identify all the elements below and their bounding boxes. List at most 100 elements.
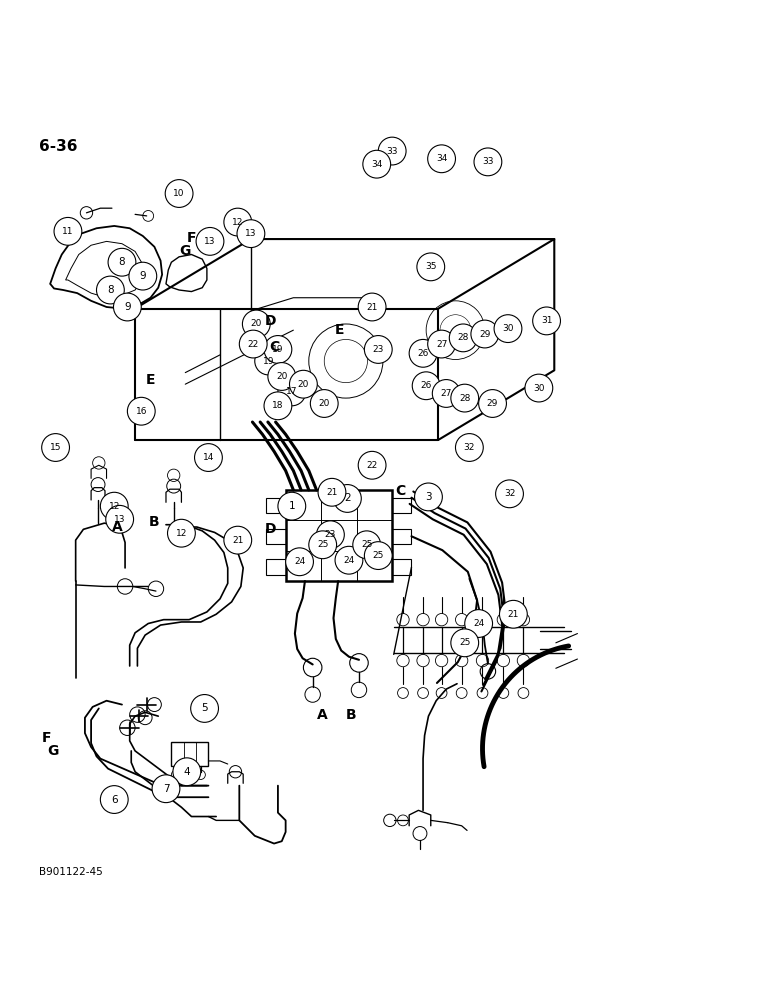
Circle shape [100, 786, 128, 813]
Circle shape [278, 378, 306, 406]
Text: 3: 3 [425, 492, 432, 502]
Circle shape [286, 548, 313, 576]
Text: 14: 14 [203, 453, 214, 462]
Circle shape [533, 307, 560, 335]
Text: 24: 24 [294, 557, 305, 566]
Circle shape [363, 150, 391, 178]
Circle shape [364, 542, 392, 569]
Circle shape [237, 220, 265, 248]
Circle shape [309, 531, 337, 559]
Text: 18: 18 [273, 401, 283, 410]
Circle shape [451, 629, 479, 657]
Text: 19: 19 [273, 345, 283, 354]
Circle shape [168, 519, 195, 547]
Text: 34: 34 [371, 160, 382, 169]
Circle shape [242, 310, 270, 338]
Circle shape [525, 374, 553, 402]
Circle shape [335, 546, 363, 574]
Circle shape [479, 390, 506, 417]
Circle shape [358, 451, 386, 479]
Text: 20: 20 [319, 399, 330, 408]
Text: 24: 24 [473, 619, 484, 628]
Text: 9: 9 [140, 271, 146, 281]
Text: 31: 31 [541, 316, 552, 325]
Text: 21: 21 [327, 488, 337, 497]
Circle shape [165, 180, 193, 207]
Text: 12: 12 [176, 529, 187, 538]
Circle shape [496, 480, 523, 508]
Text: C: C [394, 484, 405, 498]
Circle shape [239, 330, 267, 358]
Text: 2: 2 [344, 493, 350, 503]
Circle shape [264, 336, 292, 363]
Circle shape [449, 324, 477, 352]
Text: 25: 25 [361, 540, 372, 549]
Circle shape [113, 293, 141, 321]
Circle shape [42, 434, 69, 461]
Circle shape [191, 695, 218, 722]
Text: 5: 5 [201, 703, 208, 713]
Text: 19: 19 [263, 357, 274, 366]
Circle shape [318, 478, 346, 506]
Text: 25: 25 [459, 638, 470, 647]
Circle shape [428, 145, 455, 173]
Text: 28: 28 [458, 333, 469, 342]
Circle shape [412, 372, 440, 400]
Text: F: F [187, 231, 196, 245]
Text: 12: 12 [232, 218, 243, 227]
Circle shape [224, 526, 252, 554]
Text: 21: 21 [367, 303, 378, 312]
Circle shape [96, 276, 124, 304]
Text: 27: 27 [441, 389, 452, 398]
Text: 20: 20 [298, 380, 309, 389]
Text: 20: 20 [251, 319, 262, 328]
Text: 1: 1 [289, 501, 295, 511]
Circle shape [417, 253, 445, 281]
Circle shape [310, 390, 338, 417]
Text: 26: 26 [418, 349, 428, 358]
Circle shape [54, 217, 82, 245]
Text: 26: 26 [421, 381, 432, 390]
Circle shape [378, 137, 406, 165]
Text: 34: 34 [436, 154, 447, 163]
Text: 13: 13 [245, 229, 256, 238]
Text: 6-36: 6-36 [39, 139, 77, 154]
Circle shape [415, 483, 442, 511]
Circle shape [268, 363, 296, 390]
Circle shape [264, 392, 292, 420]
Circle shape [196, 227, 224, 255]
Text: 28: 28 [459, 394, 470, 403]
Circle shape [364, 336, 392, 363]
Text: 16: 16 [136, 407, 147, 416]
Circle shape [471, 320, 499, 348]
Text: B901122-45: B901122-45 [39, 867, 103, 877]
Text: 25: 25 [317, 540, 328, 549]
Text: 15: 15 [50, 443, 61, 452]
Text: 29: 29 [487, 399, 498, 408]
Circle shape [106, 505, 134, 533]
Text: 32: 32 [464, 443, 475, 452]
Text: E: E [335, 323, 344, 337]
Circle shape [465, 610, 493, 637]
Text: 9: 9 [124, 302, 130, 312]
Circle shape [129, 262, 157, 290]
Circle shape [255, 347, 283, 375]
Text: E: E [146, 373, 155, 387]
Circle shape [290, 370, 317, 398]
Text: A: A [112, 520, 123, 534]
Text: 30: 30 [503, 324, 513, 333]
Text: 11: 11 [63, 227, 73, 236]
Text: 33: 33 [387, 147, 398, 156]
Text: 4: 4 [184, 767, 190, 777]
Circle shape [428, 330, 455, 358]
Circle shape [455, 434, 483, 461]
Circle shape [127, 397, 155, 425]
Text: 29: 29 [479, 330, 490, 339]
Text: 6: 6 [111, 795, 117, 805]
Text: 32: 32 [504, 489, 515, 498]
Text: D: D [265, 314, 276, 328]
Text: 35: 35 [425, 262, 436, 271]
Text: 7: 7 [163, 784, 169, 794]
Circle shape [451, 384, 479, 412]
Text: 12: 12 [109, 502, 120, 511]
